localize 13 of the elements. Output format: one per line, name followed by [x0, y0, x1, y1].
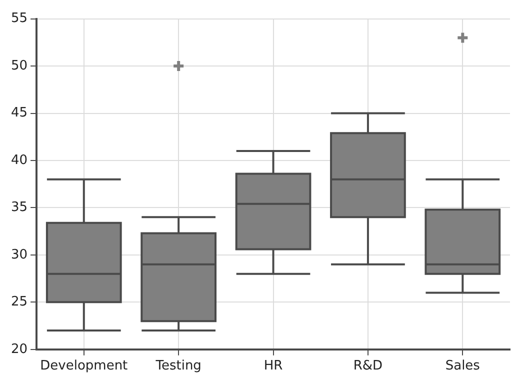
y-tick-label: 35 — [10, 200, 28, 216]
x-tick-label: Testing — [154, 358, 202, 374]
y-tick-label: 30 — [10, 247, 28, 262]
y-tick-label: 40 — [10, 152, 28, 168]
x-tick-label: Development — [40, 358, 128, 374]
y-tick-label: 20 — [10, 342, 28, 357]
x-tick-label: HR — [264, 358, 283, 374]
y-tick-label: 25 — [10, 294, 28, 310]
y-tick-label: 55 — [10, 11, 28, 26]
y-tick-label: 50 — [10, 58, 28, 74]
x-tick-label: Sales — [445, 358, 480, 374]
y-tick-label: 45 — [10, 106, 28, 121]
x-tick-label: R&D — [353, 358, 383, 374]
